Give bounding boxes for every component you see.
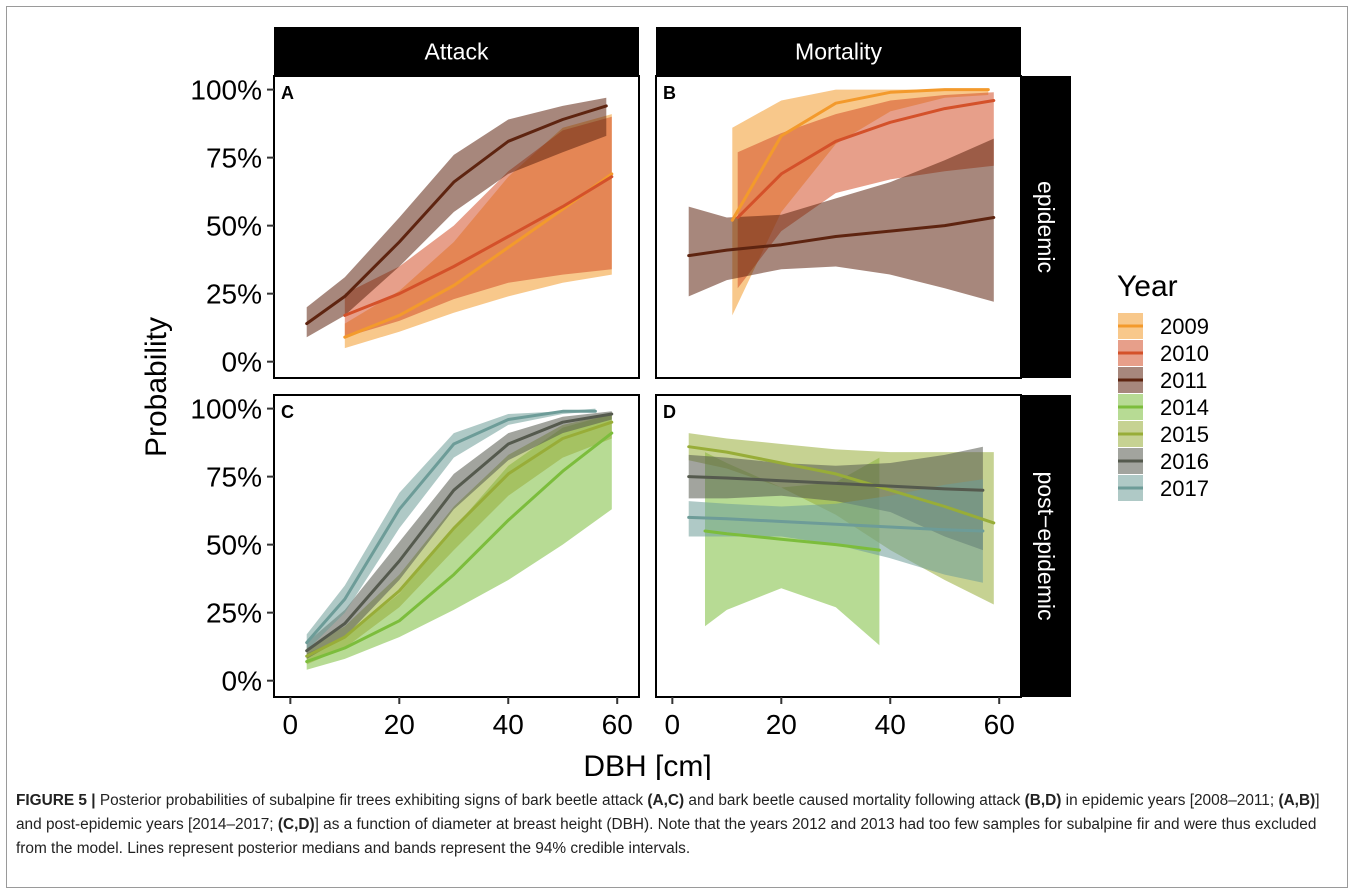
strip-attack	[274, 27, 639, 76]
strip-label-row-0: epidemic	[1033, 181, 1059, 273]
legend-item-2017: 2017	[1118, 475, 1209, 501]
y-tick-label-1-3: 75%	[206, 462, 262, 493]
figure-caption: FIGURE 5 | Posterior probabilities of su…	[16, 789, 1336, 861]
caption-ref-bd: (B,D)	[1024, 792, 1062, 809]
panel-tag-C: C	[281, 402, 294, 422]
y-tick-label-0-3: 75%	[206, 143, 262, 174]
x-tick-label-0-0: 0	[283, 709, 299, 740]
median-line-D-2016	[687, 475, 985, 492]
legend-label-2010: 2010	[1160, 341, 1209, 366]
caption-text-2: and bark beetle caused mortality followi…	[684, 792, 1025, 809]
legend-title: Year	[1117, 270, 1178, 303]
panel-tag-D: D	[663, 402, 676, 422]
panel-tag-B: B	[663, 83, 676, 103]
panels: A B C D	[273, 75, 1022, 698]
y-tick-label-1-4: 100%	[190, 394, 262, 425]
axes: 0% 25% 50% 75% 100% 0% 25% 50% 75% 100% 0 20 40 60 0 20…	[140, 75, 1015, 780]
legend-item-2016: 2016	[1118, 448, 1209, 474]
legend-item-2015: 2015	[1118, 421, 1209, 447]
y-tick-label-1-1: 25%	[206, 598, 262, 629]
median-line-D-2014	[703, 529, 881, 552]
panel-B: B	[655, 75, 1022, 379]
legend-item-2010: 2010	[1118, 340, 1209, 366]
figure-frame	[6, 6, 1348, 888]
strip-row-0	[1021, 76, 1071, 378]
panel-A: A	[273, 75, 640, 379]
band-C-2016	[306, 411, 612, 659]
panel-tag-A: A	[281, 83, 294, 103]
panel-C: C	[273, 394, 640, 698]
x-tick-label-0-3: 60	[602, 709, 633, 740]
legend-label-2014: 2014	[1160, 395, 1209, 420]
caption-text-8: ] as a function of diameter at breast he…	[16, 816, 1317, 857]
median-line-B-2010	[736, 99, 996, 219]
caption-label: FIGURE 5 |	[16, 792, 96, 809]
legend-item-2009: 2009	[1118, 313, 1209, 339]
strip-label-attack: Attack	[425, 39, 489, 65]
legend-item-2014: 2014	[1118, 394, 1209, 420]
median-line-B-2009	[730, 88, 990, 222]
facet-strips: Attack Mortality epidemic post−epidemic	[274, 27, 1071, 697]
y-tick-label-0-1: 25%	[206, 279, 262, 310]
legend-label-2009: 2009	[1160, 314, 1209, 339]
strip-mortality	[656, 27, 1021, 76]
caption-ref-ac: (A,C)	[647, 792, 685, 809]
median-line-B-2011	[687, 216, 996, 258]
caption-ref-ab: (A,B)	[1278, 792, 1316, 809]
median-line-A-2011	[305, 104, 608, 326]
y-tick-label-1-0: 0%	[222, 666, 262, 697]
band-B-2011	[688, 138, 994, 302]
caption-text-0: Posterior probabilities of subalpine fir…	[95, 792, 648, 809]
panel-border-C	[273, 394, 640, 698]
median-line-C-2014	[305, 431, 614, 664]
strip-row-1	[1021, 395, 1071, 697]
panel-border-D	[655, 394, 1022, 698]
band-C-2017	[306, 408, 596, 651]
x-axis-title: DBH [cm]	[583, 750, 711, 780]
median-line-C-2015	[305, 420, 614, 658]
y-tick-label-0-0: 0%	[222, 347, 262, 378]
median-line-A-2009	[343, 172, 614, 339]
band-D-2017	[688, 479, 983, 583]
y-tick-label-1-2: 50%	[206, 530, 262, 561]
x-tick-label-1-2: 40	[875, 709, 906, 740]
band-D-2016	[688, 446, 983, 551]
legend-label-2015: 2015	[1160, 422, 1209, 447]
band-A-2010	[344, 116, 612, 338]
legend-item-2011: 2011	[1118, 367, 1207, 393]
band-B-2010	[737, 92, 994, 289]
panel-border-B	[655, 75, 1022, 379]
median-line-D-2015	[687, 445, 996, 525]
band-A-2011	[306, 97, 607, 338]
median-line-C-2016	[305, 412, 614, 653]
legend-label-2017: 2017	[1160, 476, 1209, 501]
faceted-chart: Attack Mortality epidemic post−epidemic A B C…	[140, 27, 1209, 780]
median-line-D-2017	[687, 515, 985, 533]
caption-text-6: ] and post-epidemic years [2014–2017;	[16, 792, 1320, 833]
strip-label-row-1: post−epidemic	[1033, 472, 1059, 621]
x-tick-label-0-1: 20	[384, 709, 415, 740]
y-tick-label-0-2: 50%	[206, 211, 262, 242]
x-tick-label-0-2: 40	[493, 709, 524, 740]
x-tick-label-1-1: 20	[766, 709, 797, 740]
median-line-C-2017	[305, 409, 597, 645]
legend-label-2016: 2016	[1160, 449, 1209, 474]
panel-border-A	[273, 75, 640, 379]
y-tick-label-0-4: 100%	[190, 75, 262, 106]
band-C-2015	[306, 414, 612, 665]
x-tick-label-1-0: 0	[665, 709, 681, 740]
strip-label-mortality: Mortality	[795, 39, 882, 65]
caption-text-4: in epidemic years [2008–2011;	[1061, 792, 1279, 809]
panel-D: D	[655, 394, 1022, 698]
y-axis-title: Probability	[140, 317, 173, 457]
legend-label-2011: 2011	[1160, 368, 1207, 393]
x-tick-label-1-3: 60	[984, 709, 1015, 740]
median-line-A-2010	[343, 175, 614, 317]
caption-ref-cd: (C,D)	[277, 816, 315, 833]
